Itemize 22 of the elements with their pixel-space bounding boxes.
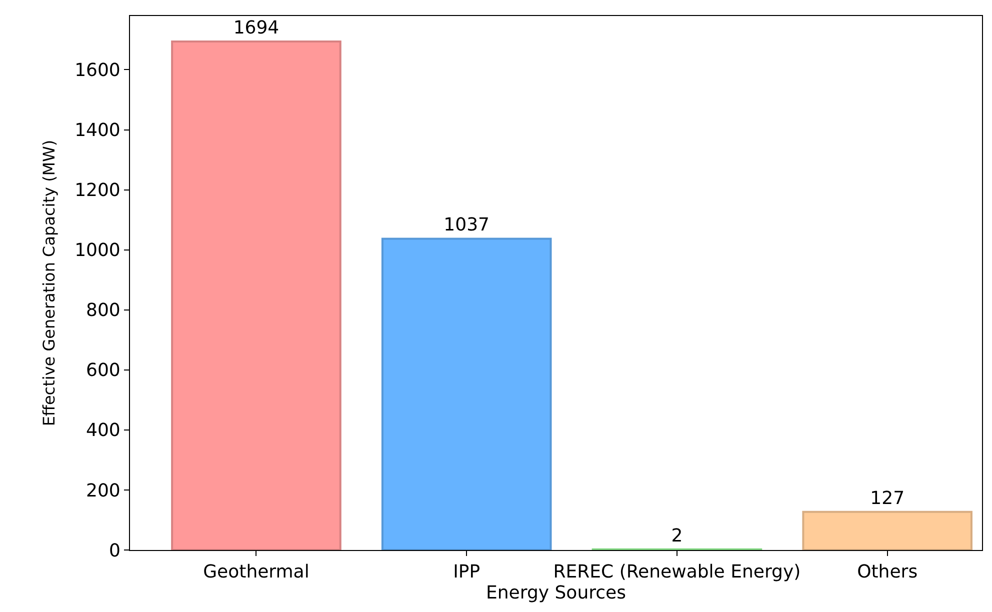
bar [381,238,552,550]
y-axis-title: Effective Generation Capacity (MW) [39,140,58,426]
x-tick-label: REREC (Renewable Energy) [553,562,801,583]
x-tick-label: Others [857,562,918,583]
y-tick-label: 0 [108,540,120,562]
data-label: 1694 [233,18,280,39]
y-tick-label: 1200 [74,180,120,202]
y-tick-label: 400 [86,420,120,442]
y-tick-label: 1000 [74,240,120,262]
x-tick-label: IPP [453,562,480,583]
y-tick-label: 1400 [74,120,120,142]
data-label: 1037 [444,214,490,236]
data-label: 2 [671,525,683,546]
bar [171,40,342,550]
data-label: 127 [870,488,905,509]
y-tick-label: 800 [86,300,120,322]
x-axis-title: Energy Sources [486,582,626,604]
y-tick-label: 1600 [74,60,120,82]
bar [802,510,972,550]
x-tick-label: Geothermal [203,562,310,583]
y-tick-label: 600 [86,360,120,382]
y-tick-label: 200 [86,480,120,502]
